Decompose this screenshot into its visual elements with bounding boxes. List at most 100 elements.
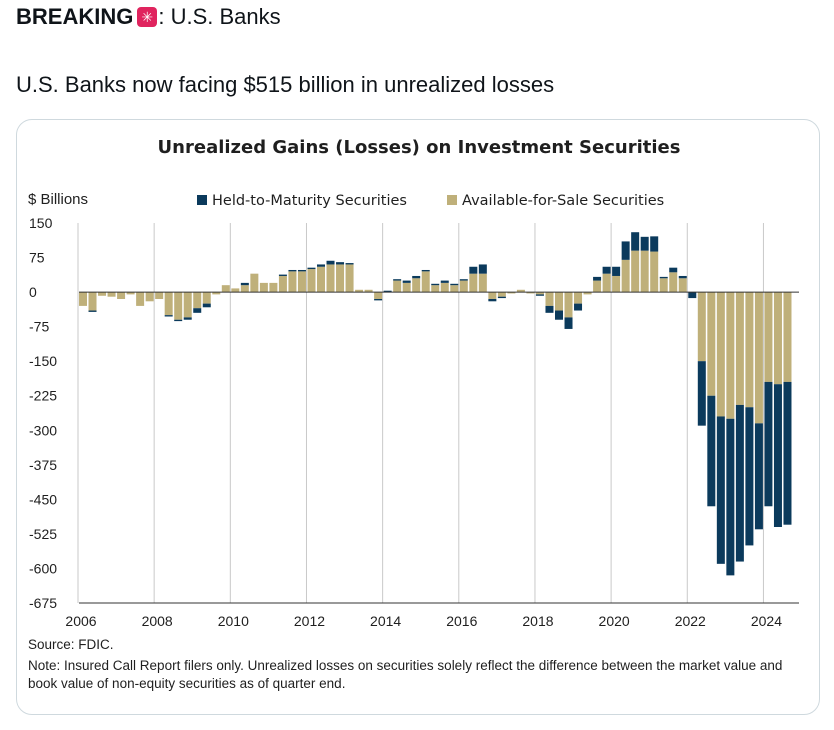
bar-htm-32 <box>383 290 392 293</box>
x-tick-label: 2024 <box>751 613 782 629</box>
x-tick-label: 2018 <box>522 613 553 629</box>
bar-htm-13 <box>202 303 211 308</box>
chart-svg: Unrealized Gains (Losses) on Investment … <box>28 137 799 629</box>
siren-icon <box>137 7 158 27</box>
bar-htm-42 <box>478 264 487 274</box>
y-tick-label: 150 <box>29 215 53 231</box>
bar-afs-28 <box>345 264 354 293</box>
bar-htm-63 <box>678 275 687 279</box>
x-tick-label: 2010 <box>218 613 249 629</box>
y-tick-label: -75 <box>29 319 49 335</box>
bar-afs-36 <box>421 271 430 293</box>
bar-afs-4 <box>117 292 126 299</box>
bar-afs-23 <box>297 271 306 293</box>
x-tick-label: 2012 <box>294 613 325 629</box>
bar-afs-70 <box>745 292 754 408</box>
bar-htm-49 <box>545 305 554 313</box>
y-tick-label: -675 <box>29 595 57 611</box>
bar-afs-44 <box>497 292 506 297</box>
bar-htm-36 <box>421 269 430 272</box>
bar-htm-26 <box>326 260 335 265</box>
gridlines <box>77 223 764 603</box>
bar-htm-31 <box>374 299 383 301</box>
bar-htm-58 <box>631 232 640 251</box>
bar-afs-55 <box>602 273 611 293</box>
bar-htm-54 <box>593 276 602 281</box>
bar-afs-29 <box>355 289 364 293</box>
bar-afs-26 <box>326 264 335 293</box>
bar-htm-61 <box>659 276 668 279</box>
footnote: Note: Insured Call Report filers only. U… <box>28 658 783 691</box>
bar-htm-44 <box>497 296 506 299</box>
bar-htm-48 <box>535 294 544 296</box>
bar-afs-16 <box>231 288 240 293</box>
bar-afs-24 <box>307 269 316 293</box>
bar-afs-33 <box>393 280 402 293</box>
bar-afs-35 <box>412 278 421 293</box>
bar-afs-11 <box>183 292 192 318</box>
bar-afs-59 <box>640 250 649 293</box>
x-tick-label: 2008 <box>142 613 173 629</box>
bar-afs-45 <box>507 292 516 294</box>
bar-afs-25 <box>317 266 325 293</box>
bar-afs-51 <box>564 292 573 318</box>
bar-afs-31 <box>374 292 383 299</box>
bar-htm-74 <box>783 381 792 525</box>
legend: Held-to-Maturity Securities Available-for… <box>197 193 664 209</box>
bar-afs-17 <box>240 285 249 293</box>
bar-afs-34 <box>402 282 411 293</box>
bar-htm-12 <box>193 308 202 313</box>
y-tick-label: -150 <box>29 353 57 369</box>
bar-htm-28 <box>345 263 354 265</box>
bar-afs-50 <box>555 292 563 311</box>
legend-label-0: Held-to-Maturity Securities <box>212 193 407 209</box>
bar-htm-40 <box>459 279 468 281</box>
chart-title: Unrealized Gains (Losses) on Investment … <box>158 137 681 158</box>
bar-afs-71 <box>754 292 763 424</box>
y-tick-label: -375 <box>29 457 57 473</box>
bar-htm-68 <box>726 418 735 576</box>
bar-htm-51 <box>564 317 573 329</box>
bar-afs-54 <box>593 280 602 293</box>
bar-htm-33 <box>393 279 402 281</box>
bar-htm-21 <box>278 274 287 276</box>
bar-afs-49 <box>545 292 554 306</box>
bar-afs-20 <box>269 282 278 293</box>
bar-htm-43 <box>488 299 497 302</box>
bar-htm-73 <box>773 384 782 527</box>
y-tick-label: -300 <box>29 422 57 438</box>
bar-htm-64 <box>688 292 697 299</box>
bar-afs-62 <box>669 272 678 293</box>
y-axis-label: $ Billions <box>28 191 88 208</box>
bar-afs-63 <box>678 278 687 293</box>
bar-htm-1 <box>88 310 97 312</box>
x-tick-label: 2016 <box>446 613 477 629</box>
bar-afs-38 <box>440 282 449 293</box>
bar-htm-52 <box>574 303 583 311</box>
bar-htm-50 <box>555 310 563 320</box>
bar-htm-24 <box>307 267 316 270</box>
bar-htm-69 <box>735 404 744 562</box>
bar-afs-60 <box>650 251 659 293</box>
bar-afs-67 <box>716 292 725 417</box>
bar-htm-62 <box>669 267 678 273</box>
y-tick-label: 0 <box>29 284 37 300</box>
bar-afs-48 <box>535 292 544 295</box>
x-axis-ticks: 2006 2008 2010 2012 2014 2016 2018 2020 2022 2024 <box>65 613 782 629</box>
bar-afs-56 <box>612 275 621 293</box>
bar-afs-66 <box>707 292 716 396</box>
breaking-suffix: : U.S. Banks <box>158 4 281 29</box>
bar-afs-52 <box>574 292 583 304</box>
bar-afs-9 <box>164 292 173 316</box>
y-tick-label: 75 <box>29 250 45 266</box>
bar-htm-11 <box>183 317 192 320</box>
chart-card[interactable]: Unrealized Gains (Losses) on Investment … <box>16 119 820 715</box>
bar-afs-65 <box>697 292 706 362</box>
bar-htm-34 <box>402 280 411 283</box>
bar-htm-72 <box>764 381 773 507</box>
bar-afs-58 <box>631 250 640 293</box>
bar-afs-46 <box>516 289 525 293</box>
legend-swatch-1 <box>447 195 457 205</box>
bar-afs-40 <box>459 280 468 293</box>
bar-afs-73 <box>773 292 782 385</box>
